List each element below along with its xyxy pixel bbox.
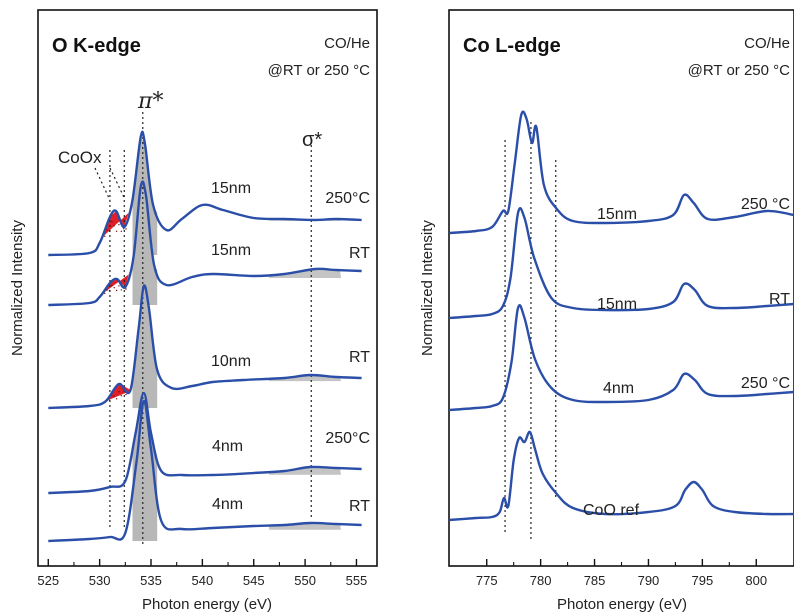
coox-label: CoOx [58,148,102,167]
spectrum-line-15nm [449,110,794,235]
o-k-edge-frame [37,9,378,567]
pi-star-peak-fill [132,401,158,541]
coox-fill-speckle [125,228,127,230]
series-condition-label: RT [349,498,370,515]
series-size-label: 15nm [597,296,637,313]
series-size-label: 15nm [597,206,637,223]
coox-fill-speckle [125,393,127,396]
pi-star-peak-fill [132,286,158,408]
x-tick-label: 540 [192,573,214,588]
pi-star-label: π* [137,89,163,114]
spectrum-line-15nm [48,180,362,307]
series-condition-label: RT [349,349,370,366]
coox-fill-speckle [120,289,123,291]
x-tick-label: 775 [476,573,498,588]
x-tick-label: 780 [530,573,552,588]
co-l-edge-frame [448,9,794,567]
x-tick-label: 555 [346,573,368,588]
coox-leader-line [109,167,125,199]
co-l-edge-y-axis-label: Normalized Intensity [419,220,436,356]
coox-peak-fill [101,272,130,295]
series-size-label: 4nm [212,438,243,455]
series-size-label: 15nm [211,180,251,197]
o-k-edge-title: O K-edge [52,35,141,57]
sigma-star-fill [269,467,341,475]
sigma-star-fill [269,523,341,530]
coox-fill-speckle [120,230,123,232]
sigma-star-label: σ* [302,129,322,151]
coox-fill-speckle [106,289,108,291]
o-k-edge-panel: 525 530 535 540 545 550 555 O K-edge CO/He @RT… [9,9,378,613]
coox-fill-speckle [118,391,120,393]
x-tick-label: 525 [37,573,59,588]
coox-leader-line [94,167,111,201]
series-condition-label: 250°C [325,430,370,447]
series-condition-label: 250°C [325,190,370,207]
o-k-edge-condition-gas: CO/He [324,35,370,52]
coox-fill-speckle [120,395,123,397]
o-k-edge-y-axis-label: Normalized Intensity [9,220,26,356]
co-l-edge-title: Co L-edge [463,35,561,57]
coox-fill-speckle [125,288,127,290]
coox-fill-speckle [118,224,120,226]
coox-fill-speckle [113,395,115,397]
series-size-label: CoO ref [583,502,640,519]
spectrum-line-15nm [449,207,794,320]
x-tick-label: 795 [692,573,714,588]
coox-fill-speckle [111,221,113,223]
x-tick-label: 550 [294,573,316,588]
o-k-edge-x-axis-label: Photon energy (eV) [142,596,272,613]
x-tick-label: 790 [638,573,660,588]
coox-fill-speckle [111,284,113,287]
series-size-label: 4nm [603,380,634,397]
coox-fill-speckle [113,287,115,289]
series-size-label: 15nm [211,242,251,259]
co-l-edge-condition-temp: @RT or 250 °C [688,62,791,79]
series-condition-label: RT [349,245,370,262]
spectrum-line-4nm [449,304,794,412]
spectrum-line-4nm [48,399,362,543]
coox-fill-speckle [113,225,115,227]
co-l-edge-condition-gas: CO/He [744,35,790,52]
x-tick-label: 545 [243,573,265,588]
co-l-edge-x-axis-label: Photon energy (eV) [557,596,687,613]
o-k-edge-condition-temp: @RT or 250 °C [268,62,371,79]
coox-fill-speckle [106,229,108,231]
series-size-label: 10nm [211,353,251,370]
co-l-edge-panel: 775 780 785 790 795 800 Co L-edge CO/He @RT o… [419,9,794,613]
spectrum-line-4nm [48,391,362,495]
series-condition-label: 250 °C [741,375,790,392]
series-condition-label: 250 °C [741,196,790,213]
x-tick-label: 800 [745,573,767,588]
x-tick-label: 530 [89,573,111,588]
coox-fill-speckle [104,292,106,295]
series-condition-label: RT [769,291,790,308]
coox-peak-fill [101,210,130,238]
sigma-star-fill [269,269,341,278]
coox-fill-speckle [115,398,118,400]
spectrum-line-coo-ref [449,430,794,522]
x-tick-label: 785 [584,573,606,588]
coox-fill-speckle [115,230,118,232]
series-size-label: 4nm [212,496,243,513]
coox-fill-speckle [118,285,120,287]
x-tick-label: 535 [140,573,162,588]
coox-fill-speckle [104,235,106,237]
coox-fill-speckle [115,289,118,292]
spectrum-line-15nm [48,130,362,257]
spectrum-line-10nm [48,284,362,410]
